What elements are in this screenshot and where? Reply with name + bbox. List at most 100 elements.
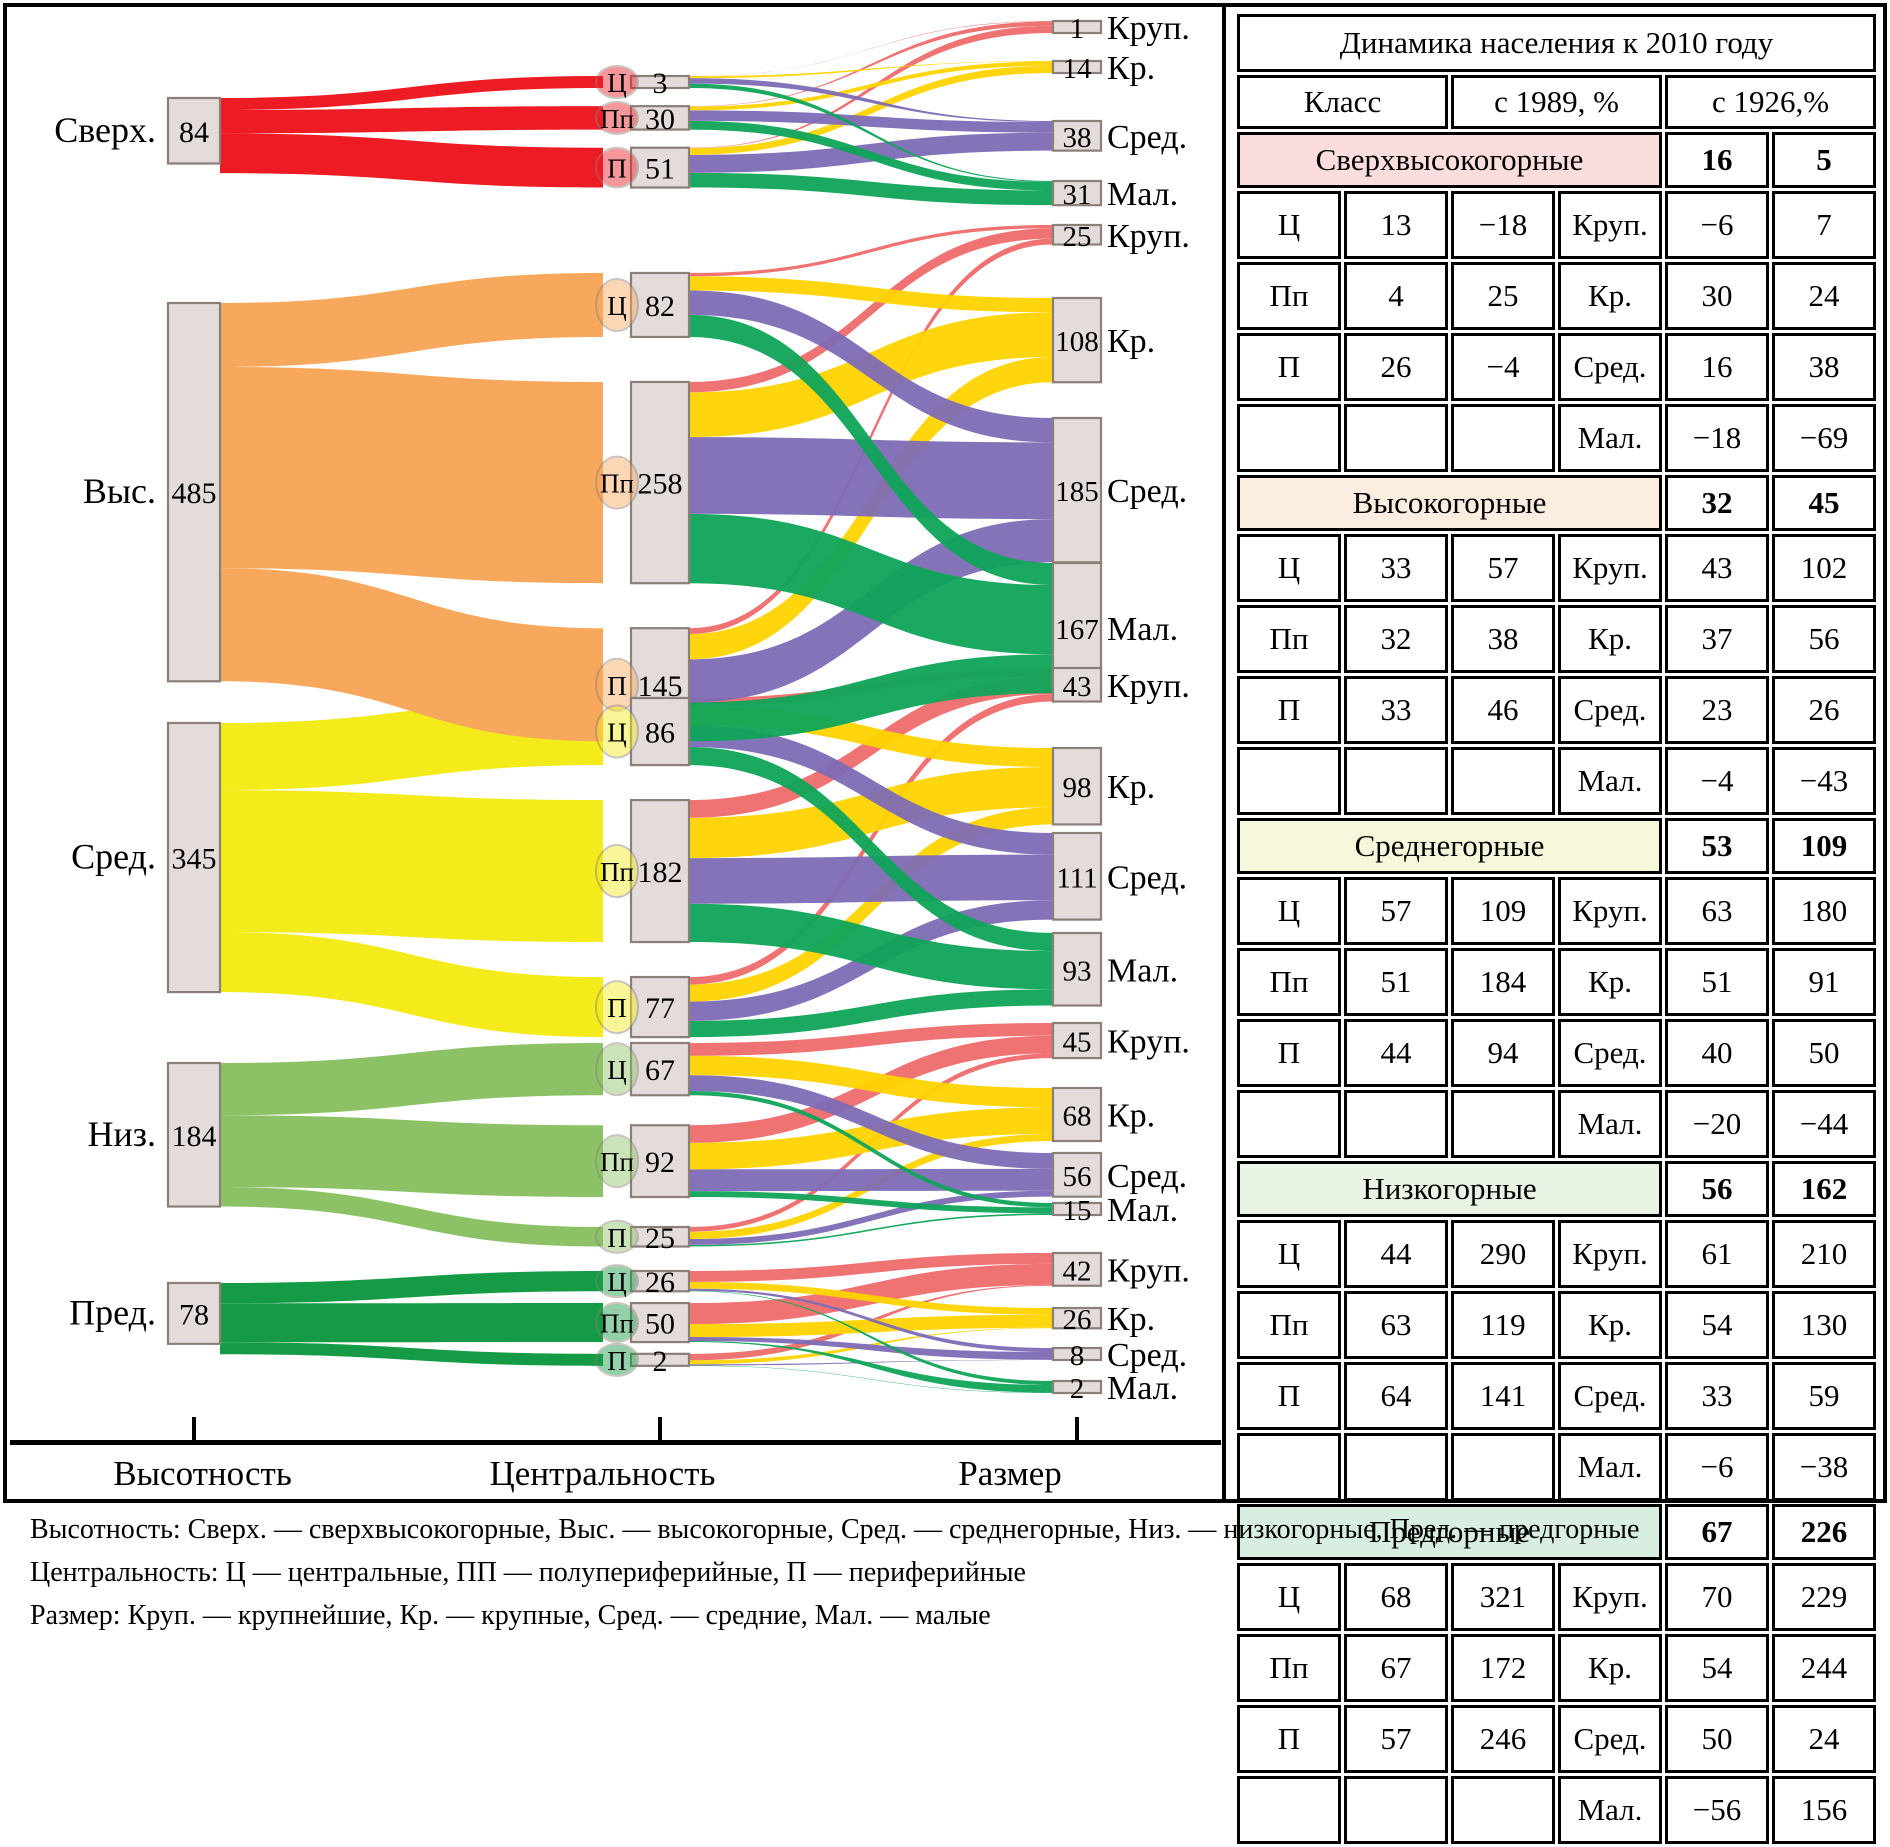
table-row: Пп 4 25 Кр. 30 24 <box>1237 262 1876 330</box>
sankey-flow <box>220 1342 603 1366</box>
table-size-1926: 156 <box>1772 1776 1876 1844</box>
table-size-label: Кр. <box>1558 948 1662 1016</box>
sankey-node-label: 50 <box>645 1308 675 1341</box>
sankey-flow <box>689 1281 1053 1315</box>
sankey-node-label: 45 <box>1063 1027 1092 1059</box>
sankey-node <box>1051 746 1103 826</box>
sankey-flow <box>689 854 1053 904</box>
sankey-node <box>1051 119 1103 152</box>
table-size-label: Кр. <box>1558 1291 1662 1359</box>
sankey-node <box>629 1301 691 1344</box>
sankey-node-label: 345 <box>172 843 217 876</box>
sankey-flow <box>689 1263 1053 1325</box>
table-row: Мал. −56 156 <box>1237 1776 1876 1844</box>
sankey-axis-strip: Высотность Центральность Размер <box>10 1440 1221 1503</box>
sankey-node <box>1051 1021 1103 1060</box>
table-centrality-1989: 57 <box>1344 877 1448 945</box>
table-centrality-1926: 57 <box>1451 534 1555 602</box>
sankey-node <box>166 721 222 994</box>
sankey-flow <box>689 654 1053 742</box>
sankey-node <box>1051 19 1103 35</box>
table-centrality-1989: 63 <box>1344 1291 1448 1359</box>
table-centrality-1926: 141 <box>1451 1362 1555 1430</box>
table-class-total-1926: 5 <box>1772 132 1876 188</box>
table-centrality-1989: 44 <box>1344 1019 1448 1087</box>
sankey-flow <box>689 903 1053 990</box>
sankey-node-label: 31 <box>1063 179 1092 211</box>
note-size: Размер: Круп. — крупнейшие, Кр. — крупны… <box>30 1600 991 1631</box>
sankey-flow <box>689 1023 1053 1056</box>
sankey-node <box>166 301 222 683</box>
table-centrality-1989: 44 <box>1344 1220 1448 1288</box>
sankey-node-label: Кр. <box>1107 1098 1155 1135</box>
sankey-node <box>1051 416 1103 564</box>
sankey-centrality-badge <box>595 277 639 332</box>
table-centrality-label: П <box>1237 676 1341 744</box>
sankey-flow <box>689 21 1053 107</box>
table-centrality-1989: 68 <box>1344 1563 1448 1631</box>
sankey-node <box>166 96 222 165</box>
table-class-total-1926: 45 <box>1772 475 1876 531</box>
table-centrality-label: П <box>1237 1705 1341 1773</box>
sankey-node-label: Ц <box>607 718 627 748</box>
table-size-1926: 26 <box>1772 676 1876 744</box>
chart-frame <box>3 3 1887 1503</box>
sankey-node-label: Кр. <box>1107 323 1155 360</box>
table-size-label: Кр. <box>1558 1634 1662 1702</box>
sankey-flow <box>689 1191 1053 1214</box>
sankey-node-label: 77 <box>645 992 675 1025</box>
sankey-node-label: 42 <box>1063 1255 1092 1287</box>
table-row: Мал. −20 −44 <box>1237 1090 1876 1158</box>
table-size-label: Мал. <box>1558 1090 1662 1158</box>
sankey-flow <box>689 110 1053 133</box>
sankey-node <box>1051 1086 1103 1143</box>
table-size-1926: 180 <box>1772 877 1876 945</box>
table-size-1926: 59 <box>1772 1362 1876 1430</box>
sankey-node <box>1051 1201 1103 1217</box>
sankey-node-label: Мал. <box>1107 1192 1178 1229</box>
table-header-1989: с 1989, % <box>1451 75 1662 129</box>
table-centrality-1926: 172 <box>1451 1634 1555 1702</box>
table-centrality-label: П <box>1237 1019 1341 1087</box>
table-size-1989: 70 <box>1665 1563 1769 1631</box>
sankey-centrality-badge <box>595 146 639 189</box>
table-centrality-1989: 67 <box>1344 1634 1448 1702</box>
note-centrality: Центральность: Ц — центральные, ПП — пол… <box>30 1557 1026 1588</box>
table-size-1989: 43 <box>1665 534 1769 602</box>
table-centrality-1989: 51 <box>1344 948 1448 1016</box>
sankey-flow <box>689 1365 1053 1393</box>
sankey-node-label: Пп <box>600 857 634 887</box>
sankey-centrality-badge <box>595 1219 639 1254</box>
table-row: Пп 67 172 Кр. 54 244 <box>1237 1634 1876 1702</box>
sankey-flow <box>689 276 1053 313</box>
sankey-flow <box>220 106 603 134</box>
table-class-name: Среднегорные <box>1237 818 1662 874</box>
sankey-flow <box>220 568 603 742</box>
sankey-node-label: П <box>607 671 627 701</box>
legend-notes: Высотность: Сверх. — сверхвысокогорные, … <box>30 1512 1860 1641</box>
sankey-centrality-badge <box>595 455 639 510</box>
table-size-label: Сред. <box>1558 676 1662 744</box>
table-size-1989: 51 <box>1665 948 1769 1016</box>
sankey-centrality-badge <box>595 844 639 899</box>
table-size-label: Мал. <box>1558 1433 1662 1501</box>
table-size-1989: 33 <box>1665 1362 1769 1430</box>
sankey-node <box>629 271 691 339</box>
sankey-flow <box>220 273 603 367</box>
table-class-total-1926: 109 <box>1772 818 1876 874</box>
table-size-1926: −44 <box>1772 1090 1876 1158</box>
sankey-flow <box>689 807 1053 1002</box>
sankey-flow <box>689 694 1053 985</box>
sankey-node <box>1051 666 1103 703</box>
table-centrality-label: П <box>1237 333 1341 401</box>
sankey-flow <box>689 676 1053 818</box>
sankey-node-label: Сред. <box>71 837 156 877</box>
sankey-node-label: 56 <box>1063 1161 1092 1193</box>
sankey-flow <box>689 513 1053 655</box>
sankey-flow <box>220 133 603 188</box>
sankey-node-label: 68 <box>1063 1101 1092 1133</box>
sankey-flow <box>689 61 1053 111</box>
table-centrality-1926: 46 <box>1451 676 1555 744</box>
table-row: П 44 94 Сред. 40 50 <box>1237 1019 1876 1087</box>
table-size-label: Круп. <box>1558 191 1662 259</box>
